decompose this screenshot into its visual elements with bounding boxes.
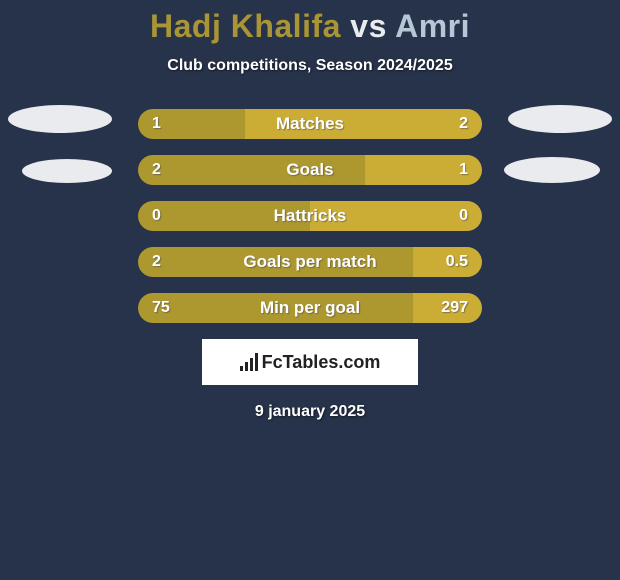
left-player-marks bbox=[0, 109, 120, 183]
stat-row: 75297Min per goal bbox=[138, 293, 482, 323]
ellipse-decor bbox=[22, 159, 112, 183]
title-player1: Hadj Khalifa bbox=[150, 8, 341, 44]
fctables-logo: FcTables.com bbox=[240, 352, 381, 373]
subtitle: Club competitions, Season 2024/2025 bbox=[0, 57, 620, 75]
title-vs: vs bbox=[350, 8, 387, 44]
right-player-marks bbox=[500, 109, 620, 183]
ellipse-decor bbox=[508, 105, 612, 133]
logo-text: FcTables.com bbox=[262, 352, 381, 373]
date-text: 9 january 2025 bbox=[0, 403, 620, 421]
ellipse-decor bbox=[8, 105, 112, 133]
stat-row: 00Hattricks bbox=[138, 201, 482, 231]
stat-rows: 12Matches 21Goals 00Hattricks 20.5Goals per… bbox=[138, 109, 482, 323]
stat-label: Goals bbox=[138, 155, 482, 185]
comparison-container: 12Matches 21Goals 00Hattricks 20.5Goals per… bbox=[0, 109, 620, 323]
logo-box: FcTables.com bbox=[202, 339, 418, 385]
title-player2: Amri bbox=[395, 8, 470, 44]
page-title: Hadj Khalifa vs Amri bbox=[0, 0, 620, 45]
stat-label: Hattricks bbox=[138, 201, 482, 231]
stat-row: 21Goals bbox=[138, 155, 482, 185]
ellipse-decor bbox=[504, 157, 600, 183]
stat-label: Goals per match bbox=[138, 247, 482, 277]
stat-row: 20.5Goals per match bbox=[138, 247, 482, 277]
stat-label: Matches bbox=[138, 109, 482, 139]
stat-label: Min per goal bbox=[138, 293, 482, 323]
stat-row: 12Matches bbox=[138, 109, 482, 139]
bar-chart-icon bbox=[240, 353, 258, 371]
